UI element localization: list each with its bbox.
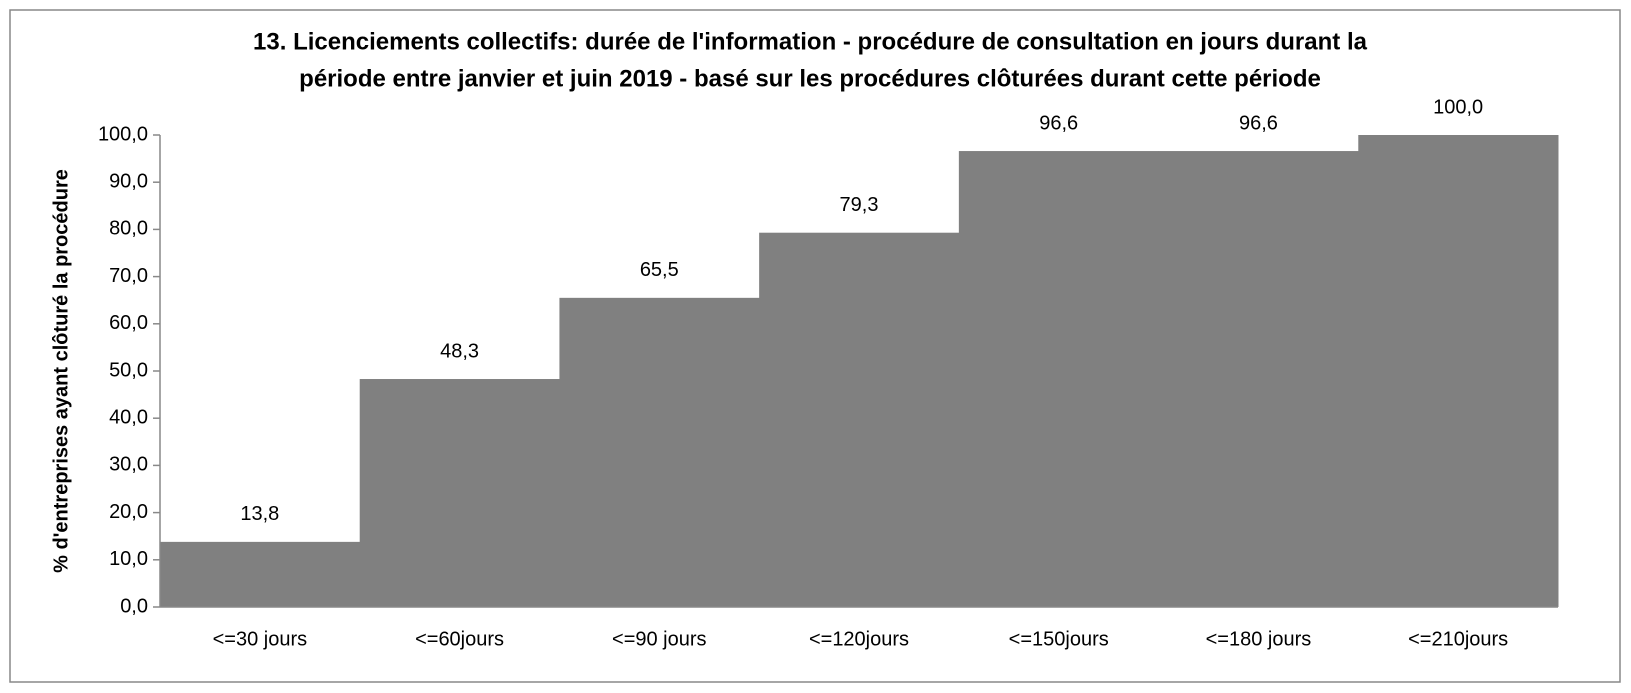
y-tick-label: 0,0	[120, 595, 148, 617]
y-tick-label: 60,0	[109, 312, 148, 334]
y-tick-label: 100,0	[98, 123, 148, 145]
y-tick-label: 30,0	[109, 454, 148, 476]
y-tick-label: 20,0	[109, 501, 148, 523]
x-tick-label: <=210jours	[1408, 628, 1508, 650]
chart-title: période entre janvier et juin 2019 - bas…	[299, 65, 1321, 92]
y-tick-label: 10,0	[109, 548, 148, 570]
value-label: 65,5	[640, 259, 679, 281]
x-tick-label: <=180 jours	[1206, 628, 1312, 650]
value-label: 13,8	[240, 503, 279, 525]
value-label: 96,6	[1039, 112, 1078, 134]
y-tick-label: 50,0	[109, 359, 148, 381]
bar	[1158, 151, 1359, 607]
x-tick-label: <=30 jours	[213, 628, 308, 650]
x-tick-label: <=150jours	[1009, 628, 1109, 650]
x-tick-label: <=90 jours	[612, 628, 707, 650]
bar	[160, 541, 361, 607]
bar	[1358, 135, 1559, 607]
bar	[359, 379, 560, 607]
value-label: 79,3	[840, 194, 879, 216]
bar	[759, 232, 960, 608]
y-tick-label: 90,0	[109, 170, 148, 192]
chart-title: 13. Licenciements collectifs: durée de l…	[253, 28, 1368, 55]
y-tick-label: 80,0	[109, 218, 148, 240]
y-tick-label: 40,0	[109, 406, 148, 428]
bar	[958, 151, 1160, 607]
x-tick-label: <=60jours	[415, 628, 504, 650]
value-label: 96,6	[1239, 112, 1278, 134]
value-label: 48,3	[440, 340, 479, 362]
x-tick-label: <=120jours	[809, 628, 909, 650]
value-label: 100,0	[1433, 96, 1483, 118]
y-tick-label: 70,0	[109, 265, 148, 287]
y-axis-label: % d'entreprises ayant clôturé la procédu…	[50, 169, 72, 573]
bar	[559, 297, 760, 607]
